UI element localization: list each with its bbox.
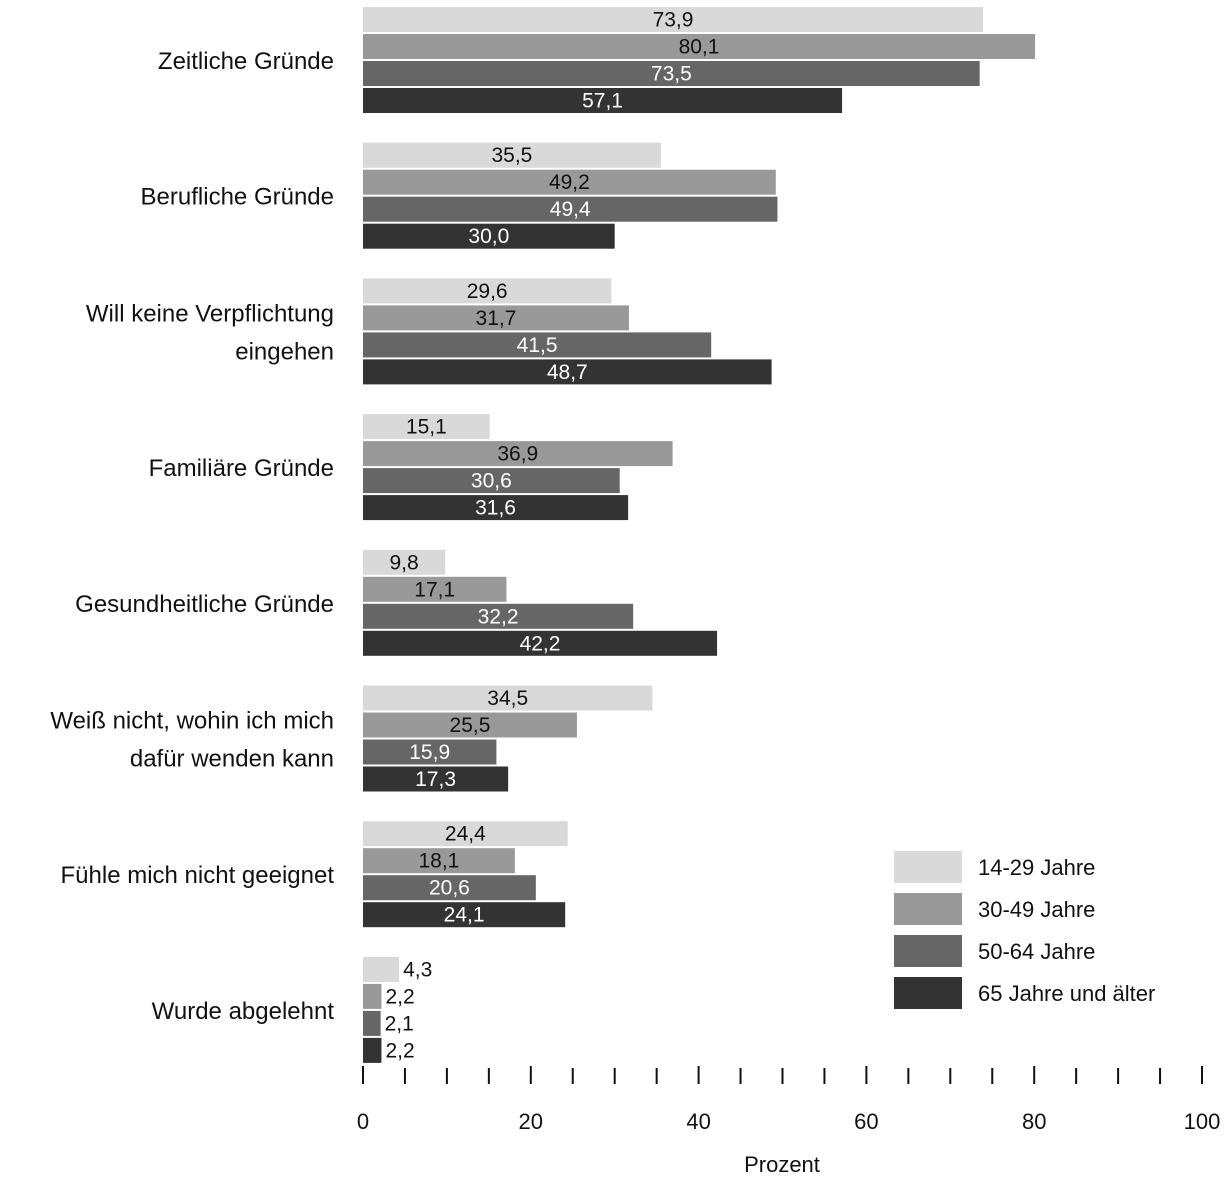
bar-value-label: 73,5 <box>651 63 692 86</box>
legend-label: 65 Jahre und älter <box>978 981 1155 1006</box>
bar <box>363 7 984 32</box>
bar <box>363 739 497 765</box>
legend-label: 14-29 Jahre <box>978 855 1095 880</box>
category-label: Will keine Verpflichtung <box>86 300 334 327</box>
bar <box>363 983 382 1009</box>
bar <box>363 549 446 575</box>
x-tick-label: 40 <box>686 1109 710 1134</box>
category-label: Zeitliche Gründe <box>158 48 334 75</box>
legend-label: 30-49 Jahre <box>978 897 1095 922</box>
bar-value-label: 20,6 <box>429 877 470 900</box>
bar <box>363 332 712 358</box>
bar-value-label: 15,1 <box>406 416 447 439</box>
bar-value-label: 2,2 <box>385 985 414 1008</box>
bar-value-label: 30,6 <box>471 470 512 493</box>
bar <box>363 956 400 982</box>
bar <box>363 1037 382 1063</box>
bar-value-label: 31,7 <box>476 307 517 330</box>
bar-value-label: 36,9 <box>497 443 538 466</box>
legend-swatch <box>894 935 962 967</box>
bar <box>363 441 673 467</box>
bar <box>363 88 843 113</box>
bar <box>363 1010 381 1036</box>
bar <box>363 685 653 711</box>
x-tick-label: 60 <box>854 1109 878 1134</box>
bar <box>363 848 515 874</box>
bar-value-label: 2,2 <box>385 1039 414 1062</box>
bar <box>363 196 778 222</box>
x-tick-label: 100 <box>1184 1109 1221 1134</box>
legend-swatch <box>894 893 962 925</box>
bar-value-label: 30,0 <box>468 225 509 248</box>
bar-value-label: 24,1 <box>444 904 485 927</box>
bar <box>363 603 634 629</box>
bar <box>363 630 718 656</box>
bar-value-label: 48,7 <box>547 361 588 384</box>
x-axis-title: Prozent <box>744 1152 820 1177</box>
bar-value-label: 24,4 <box>445 823 486 846</box>
legend-swatch <box>894 851 962 883</box>
bar <box>363 359 772 385</box>
x-tick-label: 80 <box>1022 1109 1046 1134</box>
category-label: Fühle mich nicht geeignet <box>61 862 335 889</box>
bar-value-label: 25,5 <box>450 714 491 737</box>
bar-value-label: 4,3 <box>403 958 432 981</box>
legend-label: 50-64 Jahre <box>978 939 1095 964</box>
legend-swatch <box>894 977 962 1009</box>
category-label: Weiß nicht, wohin ich mich <box>50 708 334 735</box>
bar-value-label: 49,4 <box>550 198 591 221</box>
category-label: Gesundheitliche Gründe <box>75 591 334 618</box>
bar-value-label: 9,8 <box>390 551 419 574</box>
bar-value-label: 35,5 <box>491 144 532 167</box>
bar <box>363 169 776 195</box>
bar <box>363 821 568 847</box>
bar <box>363 468 620 494</box>
bar <box>363 414 490 440</box>
category-label: Familiäre Gründe <box>149 455 334 482</box>
bar <box>363 34 1036 59</box>
bar-value-label: 29,6 <box>467 280 508 303</box>
bar-value-label: 80,1 <box>679 36 720 59</box>
bar-value-label: 41,5 <box>517 334 558 357</box>
bar-value-label: 17,3 <box>415 768 456 791</box>
bar-value-label: 17,1 <box>414 578 455 601</box>
category-label: eingehen <box>235 338 334 365</box>
x-tick-label: 20 <box>519 1109 543 1134</box>
bar-value-label: 18,1 <box>418 850 459 873</box>
x-tick-label: 0 <box>357 1109 369 1134</box>
category-label: Berufliche Gründe <box>141 184 334 211</box>
bar <box>363 495 629 521</box>
bar-value-label: 31,6 <box>475 497 516 520</box>
bar <box>363 223 615 249</box>
bar <box>363 305 629 331</box>
bar <box>363 875 536 901</box>
bar-value-label: 2,1 <box>385 1012 414 1035</box>
bar-value-label: 34,5 <box>487 687 528 710</box>
bar <box>363 142 661 168</box>
bar <box>363 712 577 738</box>
category-label: dafür wenden kann <box>130 746 334 773</box>
bar-value-label: 15,9 <box>409 741 450 764</box>
bar-value-label: 73,9 <box>653 9 694 32</box>
bar <box>363 576 507 602</box>
bar <box>363 61 980 86</box>
bar <box>363 278 612 304</box>
bar <box>363 902 566 928</box>
bar <box>363 766 509 792</box>
bar-value-label: 49,2 <box>549 171 590 194</box>
bar-value-label: 32,2 <box>478 605 519 628</box>
bar-value-label: 57,1 <box>582 90 623 113</box>
bar-value-label: 42,2 <box>520 632 561 655</box>
category-label: Wurde abgelehnt <box>152 998 335 1025</box>
